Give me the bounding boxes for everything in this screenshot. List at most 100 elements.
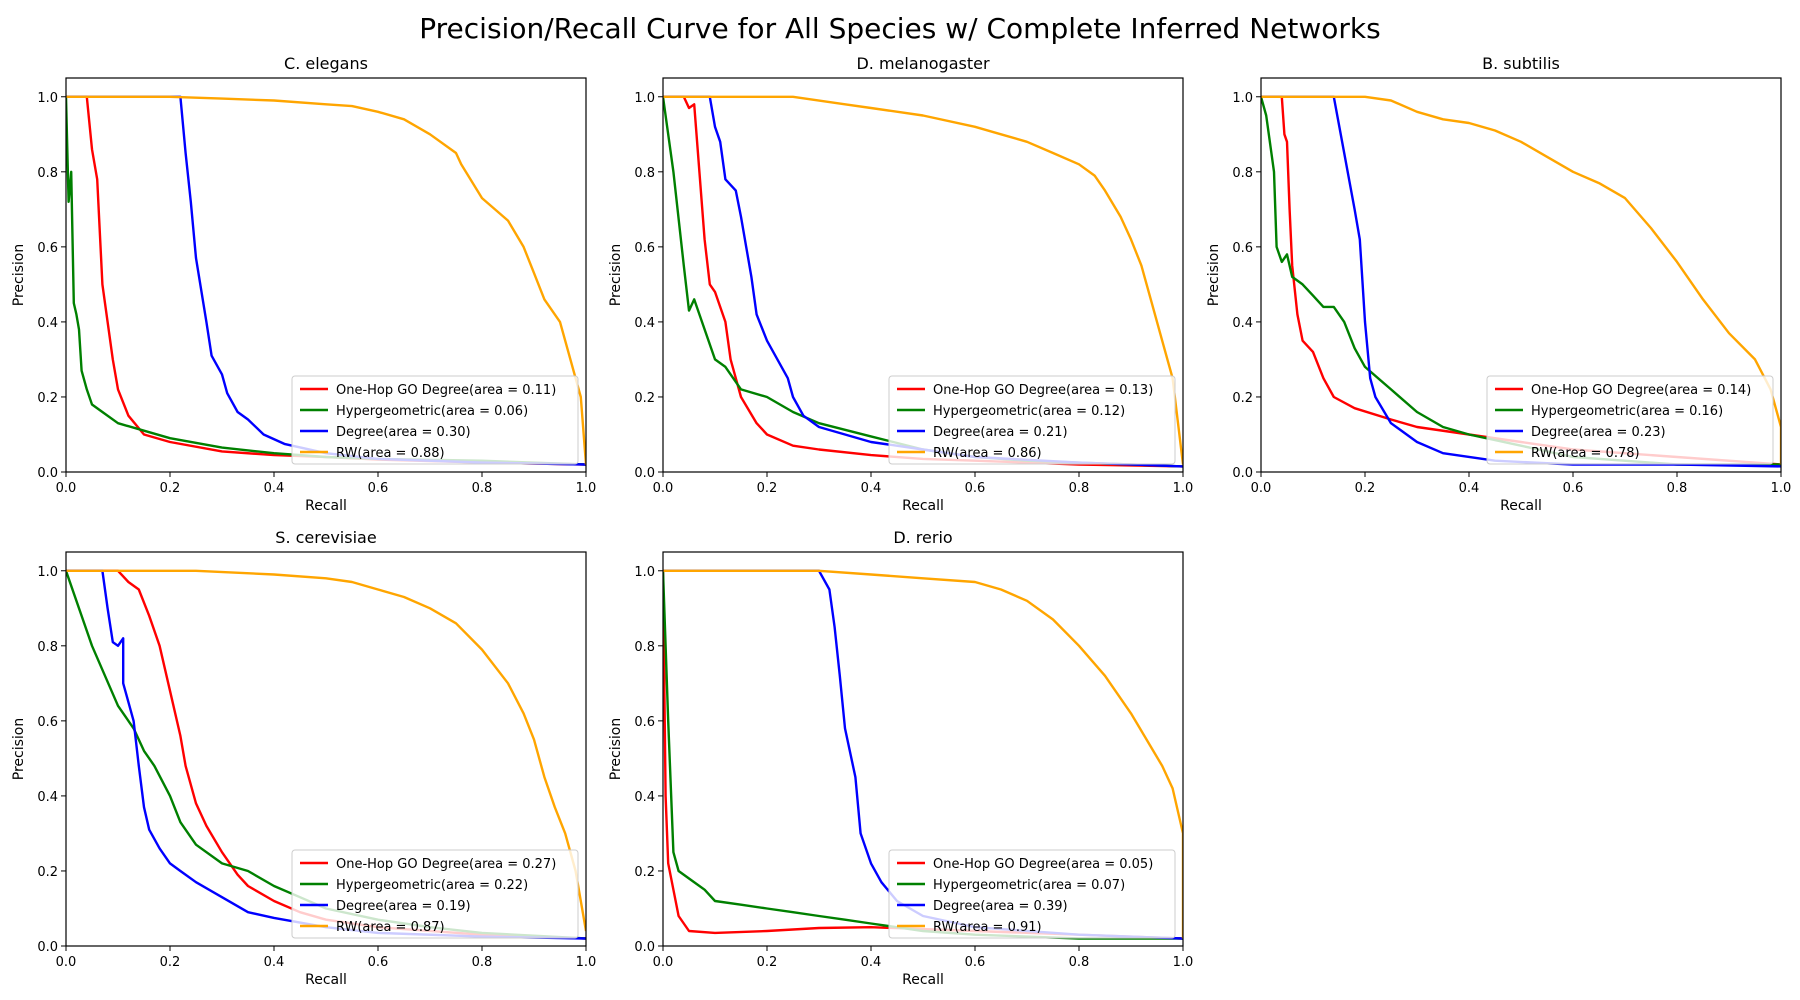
series-line-4 bbox=[663, 569, 1183, 939]
y-tick-label: 0.6 bbox=[634, 715, 655, 730]
y-axis-label: Precision bbox=[608, 718, 624, 780]
y-axis-label: Precision bbox=[11, 718, 27, 780]
x-axis-label: Recall bbox=[305, 498, 347, 514]
x-tick-label: 0.0 bbox=[1251, 481, 1272, 496]
legend: One-Hop GO Degree(area = 0.05) Hypergeome… bbox=[888, 849, 1176, 939]
legend-entry-1: One-Hop GO Degree(area = 0.27) bbox=[336, 857, 556, 872]
legend-entry-2: Hypergeometric(area = 0.06) bbox=[336, 404, 528, 419]
x-tick-label: 0.0 bbox=[653, 481, 674, 496]
legend-box bbox=[888, 849, 1176, 939]
subplot-title: C. elegans bbox=[284, 54, 368, 73]
y-tick-label: 1.0 bbox=[1232, 91, 1253, 106]
x-tick-label: 0.6 bbox=[1563, 481, 1584, 496]
legend-entry-2: Hypergeometric(area = 0.07) bbox=[933, 878, 1125, 893]
x-axis-label: Recall bbox=[902, 972, 944, 988]
y-tick-label: 0.2 bbox=[634, 391, 655, 406]
subplot-title: B. subtilis bbox=[1482, 54, 1560, 73]
legend-box bbox=[888, 375, 1176, 465]
x-tick-label: 0.8 bbox=[1069, 955, 1090, 970]
x-tick-label: 0.8 bbox=[1069, 481, 1090, 496]
y-tick-label: 0.0 bbox=[634, 466, 655, 481]
subplot-title: D. melanogaster bbox=[856, 54, 990, 73]
y-tick-label: 1.0 bbox=[37, 91, 58, 106]
axes-frame bbox=[662, 77, 1184, 473]
subplot-4: S. cerevisiae 0.0 0.2 0.4 0.6 0.8 1.0 0.0 0.2 0.4… bbox=[11, 528, 596, 988]
legend-entry-3: Degree(area = 0.19) bbox=[336, 899, 471, 914]
y-tick-label: 0.4 bbox=[1232, 316, 1253, 331]
legend: One-Hop GO Degree(area = 0.11) Hypergeome… bbox=[291, 375, 579, 465]
legend-box bbox=[291, 375, 579, 465]
legend-entry-2: Hypergeometric(area = 0.12) bbox=[933, 404, 1125, 419]
x-tick-label: 1.0 bbox=[1771, 481, 1792, 496]
x-tick-label: 0.4 bbox=[861, 481, 882, 496]
y-tick-label: 0.8 bbox=[634, 166, 655, 181]
y-tick-label: 0.2 bbox=[37, 391, 58, 406]
legend-entry-2: Hypergeometric(area = 0.16) bbox=[1531, 404, 1723, 419]
legend-box bbox=[1486, 375, 1774, 465]
x-tick-label: 0.2 bbox=[757, 955, 778, 970]
axes-frame bbox=[662, 551, 1184, 947]
x-tick-label: 1.0 bbox=[1173, 481, 1194, 496]
y-tick-label: 0.6 bbox=[634, 241, 655, 256]
axes-frame bbox=[65, 77, 587, 473]
series-line-4 bbox=[66, 569, 586, 932]
x-tick-label: 1.0 bbox=[576, 481, 597, 496]
x-tick-label: 0.2 bbox=[757, 481, 778, 496]
axes-frame bbox=[65, 551, 587, 947]
series-line-2 bbox=[1261, 96, 1781, 466]
legend-entry-3: Degree(area = 0.23) bbox=[1531, 425, 1666, 440]
y-tick-label: 0.0 bbox=[1232, 466, 1253, 481]
x-tick-label: 0.4 bbox=[861, 955, 882, 970]
x-tick-label: 0.0 bbox=[56, 481, 77, 496]
y-tick-label: 0.6 bbox=[1232, 241, 1253, 256]
x-tick-label: 1.0 bbox=[1173, 955, 1194, 970]
y-tick-label: 0.2 bbox=[37, 865, 58, 880]
y-tick-label: 0.2 bbox=[634, 865, 655, 880]
legend-entry-3: Degree(area = 0.21) bbox=[933, 425, 1068, 440]
figure-title: Precision/Recall Curve for All Species w… bbox=[419, 12, 1381, 45]
series-line-4 bbox=[66, 95, 586, 465]
legend: One-Hop GO Degree(area = 0.13) Hypergeome… bbox=[888, 375, 1176, 465]
x-tick-label: 0.2 bbox=[160, 481, 181, 496]
y-axis-label: Precision bbox=[1206, 244, 1222, 306]
y-tick-label: 0.0 bbox=[634, 940, 655, 955]
legend-entry-4: RW(area = 0.86) bbox=[933, 446, 1042, 461]
y-tick-label: 0.4 bbox=[634, 316, 655, 331]
x-tick-label: 0.6 bbox=[368, 955, 389, 970]
legend-entry-4: RW(area = 0.88) bbox=[336, 446, 445, 461]
x-tick-label: 0.8 bbox=[472, 955, 493, 970]
y-tick-label: 0.8 bbox=[37, 640, 58, 655]
x-tick-label: 0.8 bbox=[472, 481, 493, 496]
x-tick-label: 0.2 bbox=[1355, 481, 1376, 496]
y-tick-label: 1.0 bbox=[634, 91, 655, 106]
subplot-1: C. elegans 0.0 0.2 0.4 0.6 0.8 1.0 0.0 0.2 0.4 0.6… bbox=[11, 54, 596, 514]
subplot-title: S. cerevisiae bbox=[275, 528, 376, 547]
x-tick-label: 0.8 bbox=[1667, 481, 1688, 496]
y-tick-label: 1.0 bbox=[634, 565, 655, 580]
x-axis-label: Recall bbox=[1500, 498, 1542, 514]
x-tick-label: 0.0 bbox=[56, 955, 77, 970]
y-tick-label: 0.4 bbox=[634, 790, 655, 805]
legend-entry-4: RW(area = 0.78) bbox=[1531, 446, 1640, 461]
y-tick-label: 0.8 bbox=[37, 166, 58, 181]
subplot-3: B. subtilis 0.0 0.2 0.4 0.6 0.8 1.0 0.0 0.2 0.4 0.… bbox=[1206, 54, 1791, 514]
legend: One-Hop GO Degree(area = 0.14) Hypergeome… bbox=[1486, 375, 1774, 465]
legend: One-Hop GO Degree(area = 0.27) Hypergeome… bbox=[291, 849, 579, 939]
legend-entry-1: One-Hop GO Degree(area = 0.05) bbox=[933, 857, 1153, 872]
subplot-2: D. melanogaster 0.0 0.2 0.4 0.6 0.8 1.0 0.0 0.2 0… bbox=[608, 54, 1193, 514]
y-tick-label: 0.4 bbox=[37, 316, 58, 331]
y-tick-label: 0.0 bbox=[37, 466, 58, 481]
axes-frame bbox=[1260, 77, 1782, 473]
y-tick-label: 0.0 bbox=[37, 940, 58, 955]
legend-entry-4: RW(area = 0.91) bbox=[933, 920, 1042, 935]
legend-entry-1: One-Hop GO Degree(area = 0.11) bbox=[336, 383, 556, 398]
x-tick-label: 0.6 bbox=[965, 481, 986, 496]
x-tick-label: 1.0 bbox=[576, 955, 597, 970]
legend-box bbox=[291, 849, 579, 939]
y-tick-label: 0.4 bbox=[37, 790, 58, 805]
x-tick-label: 0.4 bbox=[264, 955, 285, 970]
x-tick-label: 0.4 bbox=[264, 481, 285, 496]
legend-entry-4: RW(area = 0.87) bbox=[336, 920, 445, 935]
y-tick-label: 0.8 bbox=[1232, 166, 1253, 181]
x-tick-label: 0.4 bbox=[1459, 481, 1480, 496]
